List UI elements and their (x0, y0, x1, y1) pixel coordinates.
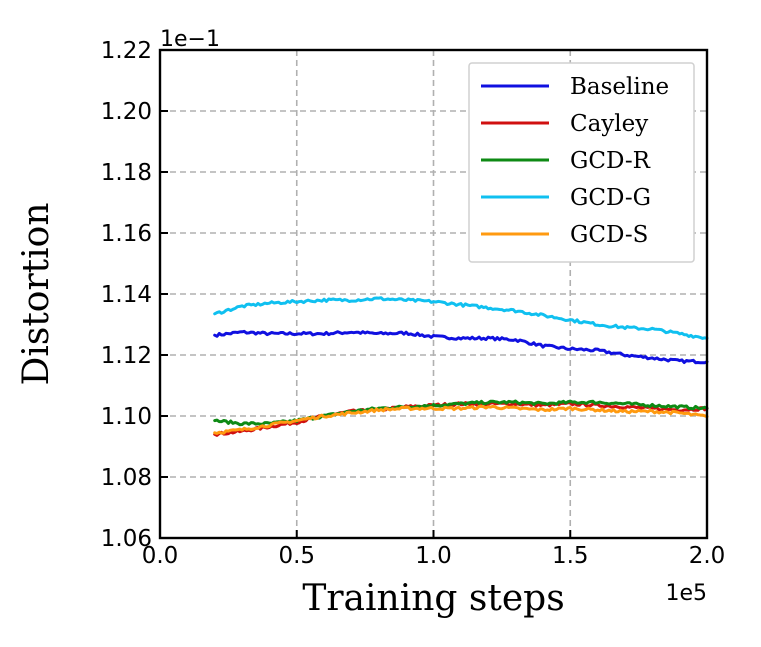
y-axis-title: Distortion (16, 202, 57, 385)
x-tick-label: 0.0 (142, 543, 179, 569)
y-tick-label: 1.18 (101, 160, 152, 186)
x-tick-label: 1.5 (552, 543, 589, 569)
x-axis-title: Training steps (302, 578, 564, 619)
y-tick-label: 1.22 (101, 38, 152, 64)
x-tick-label: 1.0 (415, 543, 452, 569)
y-offset-label: 1e−1 (160, 27, 220, 52)
legend-label: GCD-S (570, 222, 648, 248)
series-line-gcd-s (213, 404, 709, 435)
series-line-cayley (213, 401, 709, 437)
axis-ticks: 0.0 0.5 1.0 1.5 2.0 1.06 1.08 1.10 1.12 1.14 1.16 1… (101, 38, 726, 569)
x-tick-label: 0.5 (278, 543, 315, 569)
y-tick-label: 1.06 (101, 526, 152, 552)
series-lines (213, 296, 709, 437)
x-offset-label: 1e5 (665, 581, 707, 606)
x-tick-label: 2.0 (689, 543, 726, 569)
series-line-baseline (213, 329, 709, 365)
y-tick-label: 1.10 (101, 404, 152, 430)
legend-label: Baseline (570, 74, 669, 100)
legend-label: GCD-R (570, 148, 651, 174)
legend: Baseline Cayley GCD-R GCD-G GCD-S (468, 62, 695, 263)
y-tick-label: 1.20 (101, 99, 152, 125)
legend-box (468, 62, 695, 263)
y-tick-label: 1.12 (101, 343, 152, 369)
y-tick-label: 1.08 (101, 465, 152, 491)
legend-label: Cayley (570, 111, 648, 137)
grid (160, 50, 707, 538)
y-tick-label: 1.14 (101, 282, 152, 308)
series-line-gcd-g (213, 296, 709, 340)
y-tick-label: 1.16 (101, 221, 152, 247)
legend-label: GCD-G (570, 185, 651, 211)
